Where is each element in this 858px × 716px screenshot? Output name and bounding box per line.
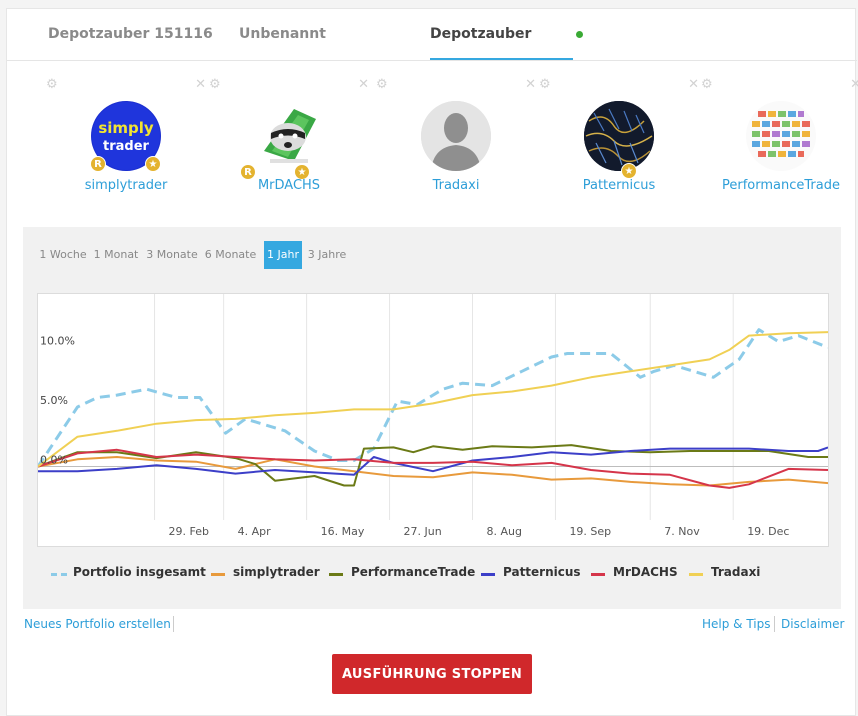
x-tick-label: 29. Feb bbox=[169, 525, 209, 538]
tab-depotzauber[interactable]: Depotzauber bbox=[430, 26, 532, 42]
new-portfolio-link[interactable]: Neues Portfolio erstellen bbox=[24, 617, 171, 631]
legend-label: Portfolio insgesamt bbox=[73, 565, 206, 579]
x-tick-label: 4. Apr bbox=[238, 525, 271, 538]
tab-unbenannt[interactable]: Unbenannt bbox=[239, 26, 326, 42]
legend-label: PerformanceTrade bbox=[351, 565, 476, 579]
x-tick-label: 19. Sep bbox=[569, 525, 611, 538]
close-icon[interactable]: ✕ bbox=[195, 77, 206, 92]
x-tick-label: 27. Jun bbox=[404, 525, 442, 538]
period-1-jahr[interactable]: 1 Jahr bbox=[264, 241, 302, 269]
star-badge-icon: ★ bbox=[294, 164, 310, 180]
period-3-jahre[interactable]: 3 Jahre bbox=[307, 248, 347, 261]
pattern-image-icon bbox=[584, 101, 654, 171]
trader-card-tradaxi: ⚙ ✕ Tradaxi bbox=[376, 77, 536, 199]
trader-card-mrdachs: ⚙ ✕ R ★ MrDACHS bbox=[209, 77, 369, 199]
close-icon[interactable]: ✕ bbox=[358, 77, 369, 92]
avatar[interactable] bbox=[746, 101, 816, 171]
divider bbox=[173, 616, 174, 632]
portfolio-panel: Depotzauber 151116 Unbenannt Depotzauber… bbox=[6, 8, 858, 716]
legend-label: Tradaxi bbox=[711, 565, 761, 579]
x-tick-label: 16. May bbox=[321, 525, 365, 538]
legend-swatch bbox=[481, 573, 495, 576]
legend-swatch bbox=[329, 573, 343, 576]
avatar[interactable] bbox=[421, 101, 491, 171]
r-badge-icon: R bbox=[240, 164, 256, 180]
badger-logo-icon bbox=[264, 109, 316, 163]
r-badge-icon: R bbox=[90, 156, 106, 172]
disclaimer-link[interactable]: Disclaimer bbox=[781, 617, 845, 631]
trader-card-patternicus: ⚙ ✕ ★ Patternicus bbox=[539, 77, 699, 199]
star-badge-icon: ★ bbox=[621, 163, 637, 179]
gear-icon[interactable]: ⚙ bbox=[46, 77, 58, 92]
trader-name-mrdachs[interactable]: MrDACHS bbox=[257, 178, 321, 193]
divider bbox=[774, 616, 775, 632]
gear-icon[interactable]: ⚙ bbox=[376, 77, 388, 92]
simplytrader-logo: simply trader bbox=[92, 102, 160, 170]
series-line-performancetrade bbox=[38, 444, 828, 487]
trader-name-simplytrader[interactable]: simplytrader bbox=[84, 178, 168, 193]
star-badge-icon: ★ bbox=[145, 156, 161, 172]
performance-chart-panel: 1 Woche 1 Monat 3 Monate 6 Monate 1 Jahr… bbox=[23, 227, 841, 609]
period-1-monat[interactable]: 1 Monat bbox=[93, 248, 139, 261]
legend-swatch bbox=[51, 573, 67, 576]
legend-swatch bbox=[591, 573, 605, 576]
series-line-mrdachs bbox=[38, 448, 828, 489]
legend-label: MrDACHS bbox=[613, 565, 678, 579]
close-icon[interactable]: ✕ bbox=[850, 77, 858, 92]
series-line-tradaxi bbox=[38, 331, 828, 468]
portfolio-tabs: Depotzauber 151116 Unbenannt Depotzauber bbox=[7, 9, 857, 61]
gear-icon[interactable]: ⚙ bbox=[701, 77, 713, 92]
x-tick-label: 19. Dec bbox=[747, 525, 789, 538]
period-3-monate[interactable]: 3 Monate bbox=[146, 248, 198, 261]
y-tick-label: 0.0% bbox=[40, 453, 68, 466]
logo-text-trader: trader bbox=[103, 139, 150, 154]
x-tick-label: 8. Aug bbox=[487, 525, 522, 538]
stop-execution-button[interactable]: AUSFÜHRUNG STOPPEN bbox=[332, 654, 532, 694]
gear-icon[interactable]: ⚙ bbox=[539, 77, 551, 92]
status-dot bbox=[576, 31, 583, 38]
tab-depotzauber-151116[interactable]: Depotzauber 151116 bbox=[48, 26, 213, 42]
legend-label: simplytrader bbox=[233, 565, 320, 579]
avatar[interactable] bbox=[254, 101, 324, 171]
legend-swatch bbox=[211, 573, 225, 576]
close-icon[interactable]: ✕ bbox=[688, 77, 699, 92]
trader-name-performancetrade[interactable]: PerformanceTrade bbox=[722, 178, 840, 193]
legend-swatch bbox=[689, 573, 703, 576]
series-line-patternicus bbox=[38, 446, 828, 476]
logo-text-simply: simply bbox=[98, 119, 154, 137]
trader-name-tradaxi[interactable]: Tradaxi bbox=[432, 178, 480, 193]
legend-label: Patternicus bbox=[503, 565, 581, 579]
user-placeholder-icon bbox=[421, 101, 491, 171]
avatar[interactable]: simply trader bbox=[91, 101, 161, 171]
series-line-portfolio-insgesamt bbox=[38, 328, 828, 468]
trader-card-simplytrader: ⚙ ✕ simply trader R ★ simplytrader bbox=[46, 77, 206, 199]
series-line-simplytrader bbox=[38, 456, 828, 487]
help-tips-link[interactable]: Help & Tips bbox=[702, 617, 771, 631]
x-tick-label: 7. Nov bbox=[664, 525, 700, 538]
active-tab-indicator bbox=[430, 58, 573, 60]
line-chart[interactable]: 29. Feb 4. Apr 16. May 27. Jun 8. Aug 19. Sep… bbox=[37, 293, 829, 547]
gear-icon[interactable]: ⚙ bbox=[209, 77, 221, 92]
avatar[interactable] bbox=[584, 101, 654, 171]
close-icon[interactable]: ✕ bbox=[525, 77, 536, 92]
trader-card-performancetrade: ⚙ ✕ PerformanceTrade bbox=[701, 77, 858, 199]
trader-name-patternicus[interactable]: Patternicus bbox=[582, 178, 656, 193]
period-1-woche[interactable]: 1 Woche bbox=[39, 248, 87, 261]
chart-svg: 29. Feb 4. Apr 16. May 27. Jun 8. Aug 19. Sep… bbox=[38, 294, 828, 538]
y-tick-label: 10.0% bbox=[40, 335, 75, 348]
y-tick-label: 5.0% bbox=[40, 394, 68, 407]
period-6-monate[interactable]: 6 Monate bbox=[204, 248, 257, 261]
grid-logo-icon bbox=[746, 101, 816, 171]
